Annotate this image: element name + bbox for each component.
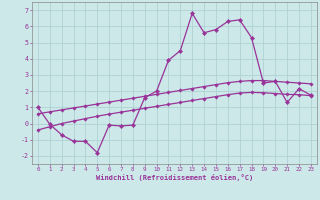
X-axis label: Windchill (Refroidissement éolien,°C): Windchill (Refroidissement éolien,°C) xyxy=(96,174,253,181)
